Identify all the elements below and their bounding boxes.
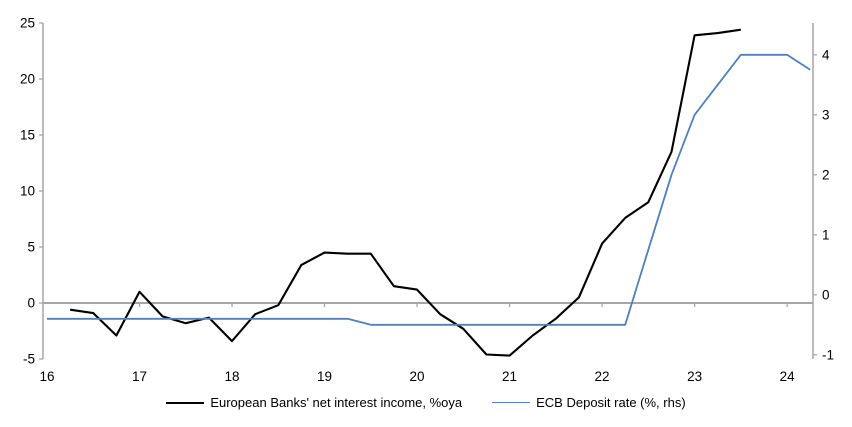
x-axis-label: 18 — [225, 369, 240, 384]
right-axis-label: 4 — [822, 47, 830, 62]
blue-line-swatch — [492, 402, 531, 403]
left-axis-label: 0 — [27, 296, 35, 311]
net-interest-income-line — [69, 28, 741, 357]
x-axis-label: 24 — [780, 369, 796, 384]
left-axis-label: 5 — [27, 240, 35, 255]
legend-item-net-interest-income: European Banks' net interest income, %oy… — [166, 395, 462, 410]
x-axis-label: 17 — [132, 369, 147, 384]
chart-legend: European Banks' net interest income, %oy… — [0, 395, 852, 410]
right-axis-label: 2 — [822, 167, 830, 182]
left-axis-label: 20 — [20, 72, 35, 87]
right-axis-label: -1 — [822, 347, 834, 362]
legend-label-ecb-deposit-rate: ECB Deposit rate (%, rhs) — [536, 395, 686, 410]
right-axis-label: 1 — [822, 227, 830, 242]
x-axis-label: 22 — [595, 369, 610, 384]
left-axis-label: 10 — [20, 184, 35, 199]
legend-label-net-interest-income: European Banks' net interest income, %oy… — [210, 395, 463, 410]
x-axis-label: 21 — [502, 369, 517, 384]
x-axis-label: 20 — [410, 369, 425, 384]
x-axis-label: 16 — [39, 369, 54, 384]
x-axis-label: 19 — [317, 369, 332, 384]
left-axis-label: 25 — [20, 16, 35, 31]
legend-item-ecb-deposit-rate: ECB Deposit rate (%, rhs) — [492, 395, 686, 410]
x-axis-label: 23 — [687, 369, 702, 384]
right-axis-label: 3 — [822, 107, 830, 122]
left-axis-label: 15 — [20, 128, 35, 143]
black-line-swatch — [166, 401, 205, 404]
left-axis-label: -5 — [23, 352, 35, 367]
right-axis-label: 0 — [822, 287, 830, 302]
ecb-deposit-rate-line — [47, 53, 811, 326]
